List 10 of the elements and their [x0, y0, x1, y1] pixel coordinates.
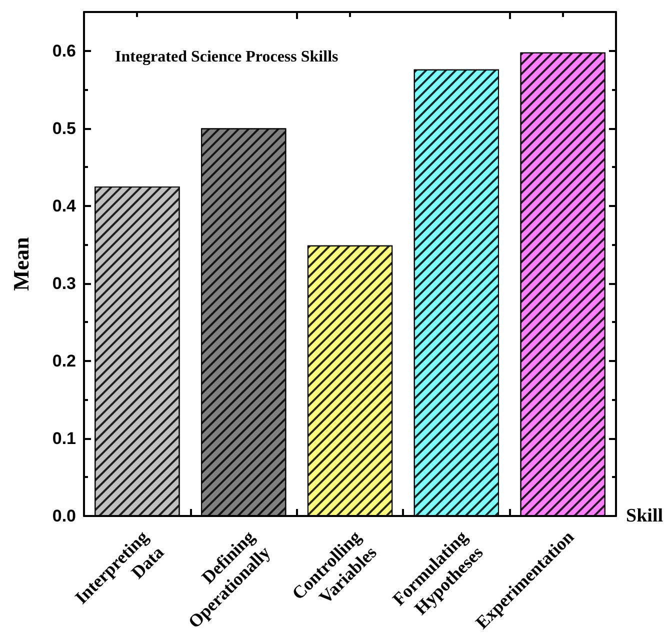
y-tick-label: 0.3	[52, 274, 76, 293]
text: Integrated Science Process Skills	[115, 48, 338, 66]
y-tick-label: 0.0	[52, 506, 76, 526]
y-tick-label: 0.6	[52, 41, 76, 60]
y-tick-label: 0.2	[52, 351, 76, 370]
y-tick-label: 0.1	[52, 428, 76, 448]
x-axis-title: Skill	[626, 506, 664, 526]
y-tick-label: 0.4	[52, 196, 77, 216]
y-tick-label: 0.5	[52, 118, 76, 138]
y-axis-title: Mean	[8, 237, 34, 291]
